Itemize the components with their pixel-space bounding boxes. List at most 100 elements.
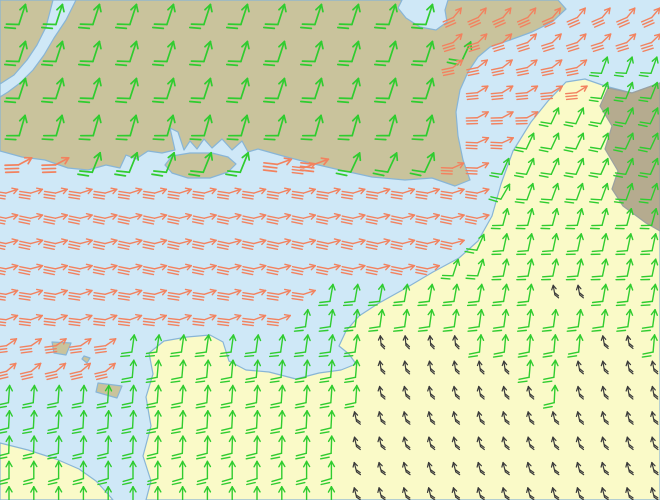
wind-barb-red: [565, 59, 588, 77]
wind-barb-red: [340, 187, 366, 200]
wind-barb-black: [377, 335, 386, 350]
wind-barb-green: [262, 40, 287, 67]
wind-barb-black: [427, 360, 435, 375]
wind-barb-red: [92, 238, 118, 250]
wind-barb-green: [589, 182, 610, 204]
wind-barb-green: [0, 410, 13, 435]
wind-barb-green: [517, 334, 534, 358]
wind-barb-green: [637, 107, 659, 128]
wind-barb-green: [114, 3, 139, 30]
wind-barb-green: [3, 40, 28, 67]
wind-barb-red: [92, 212, 118, 225]
wind-barb-black: [550, 487, 560, 500]
wind-barb-green: [145, 384, 162, 409]
wind-barb-red: [69, 338, 92, 354]
wind-barb-black: [377, 436, 386, 451]
wind-barb-green: [145, 359, 162, 384]
wind-barb-green: [640, 233, 659, 256]
wind-barb-green: [641, 334, 658, 358]
wind-barb-green: [488, 183, 511, 203]
wind-barb-green: [114, 40, 139, 67]
wind-barb-red: [390, 187, 416, 200]
wind-barb-black: [650, 461, 659, 476]
wind-barb-green: [613, 157, 635, 178]
wind-barb-red: [291, 162, 316, 175]
wind-barb-green: [122, 460, 137, 486]
wind-barb-black: [600, 360, 609, 375]
wind-barb-green: [513, 132, 535, 153]
wind-barb-green: [464, 233, 486, 254]
wind-barb-green: [129, 485, 137, 500]
wind-barb-green: [299, 77, 324, 104]
wind-barb-red: [69, 362, 92, 381]
wind-barb-green: [195, 435, 212, 460]
wind-barb-red: [490, 136, 514, 150]
wind-barb-red: [291, 212, 317, 225]
wind-barb-black: [625, 335, 634, 350]
wind-barb-green: [465, 258, 485, 280]
wind-barb-green: [47, 435, 63, 460]
wind-barb-black: [501, 360, 510, 375]
wind-barb-green: [516, 258, 535, 281]
wind-barb-red: [540, 59, 563, 77]
wind-barb-black: [526, 461, 535, 476]
wind-barb-red: [167, 263, 193, 276]
wind-barb-green: [121, 410, 137, 435]
wind-barb-green: [244, 359, 262, 384]
wind-barb-green: [221, 460, 236, 486]
wind-barb-red: [44, 362, 67, 381]
wind-barb-green: [188, 3, 213, 30]
wind-barb-green: [336, 40, 361, 67]
wind-barb-green: [337, 114, 361, 141]
wind-barb-green: [270, 435, 286, 460]
wind-barb-green: [372, 152, 399, 177]
wind-barb-red: [216, 212, 242, 225]
wind-barb-red: [441, 33, 463, 53]
wind-barb-green: [269, 384, 286, 409]
wind-barb-green: [318, 283, 336, 307]
wind-barb-red: [18, 288, 44, 301]
wind-barb-red: [515, 59, 538, 77]
wind-barb-green: [22, 435, 38, 460]
wind-barb-green: [541, 308, 559, 332]
wind-barb-green: [270, 460, 286, 486]
wind-barb-black: [625, 487, 634, 500]
wind-barb-green: [410, 40, 435, 67]
wind-barb-red: [0, 362, 17, 381]
wind-barb-green: [220, 384, 237, 409]
wind-barb-black: [476, 411, 485, 425]
wind-barb-red: [439, 212, 465, 225]
wind-barb-green: [170, 359, 187, 384]
wind-barb-green: [178, 485, 187, 500]
wind-barb-red: [466, 59, 489, 77]
wind-barb-black: [402, 487, 411, 500]
wind-barb-black: [600, 436, 609, 451]
wind-barb-red: [340, 263, 366, 276]
wind-barb-red: [262, 157, 293, 173]
wind-barb-green: [540, 233, 560, 256]
wind-barb-green: [442, 308, 460, 332]
wind-barb-black: [377, 360, 386, 375]
wind-barb-black: [526, 436, 535, 451]
wind-barb-green: [203, 485, 212, 500]
wind-barb-green: [170, 410, 187, 435]
wind-barb-red: [0, 263, 19, 276]
wind-barb-red: [640, 33, 660, 53]
wind-barb-red: [43, 288, 68, 301]
wind-barb-red: [216, 288, 242, 301]
wind-barb-red: [41, 156, 70, 174]
wind-barb-black: [476, 461, 486, 476]
wind-barb-green: [295, 460, 311, 486]
wind-barb-green: [293, 308, 311, 332]
wind-barb-green: [262, 3, 287, 30]
wind-barb-green: [188, 77, 213, 104]
wind-barb-green: [410, 77, 435, 104]
wind-barb-red: [541, 7, 562, 28]
wind-barb-green: [440, 258, 461, 280]
wind-barb-black: [402, 360, 411, 375]
wind-barb-green: [219, 334, 237, 358]
island-isle-of-wight: [164, 152, 237, 179]
wind-barb-green: [40, 40, 65, 67]
